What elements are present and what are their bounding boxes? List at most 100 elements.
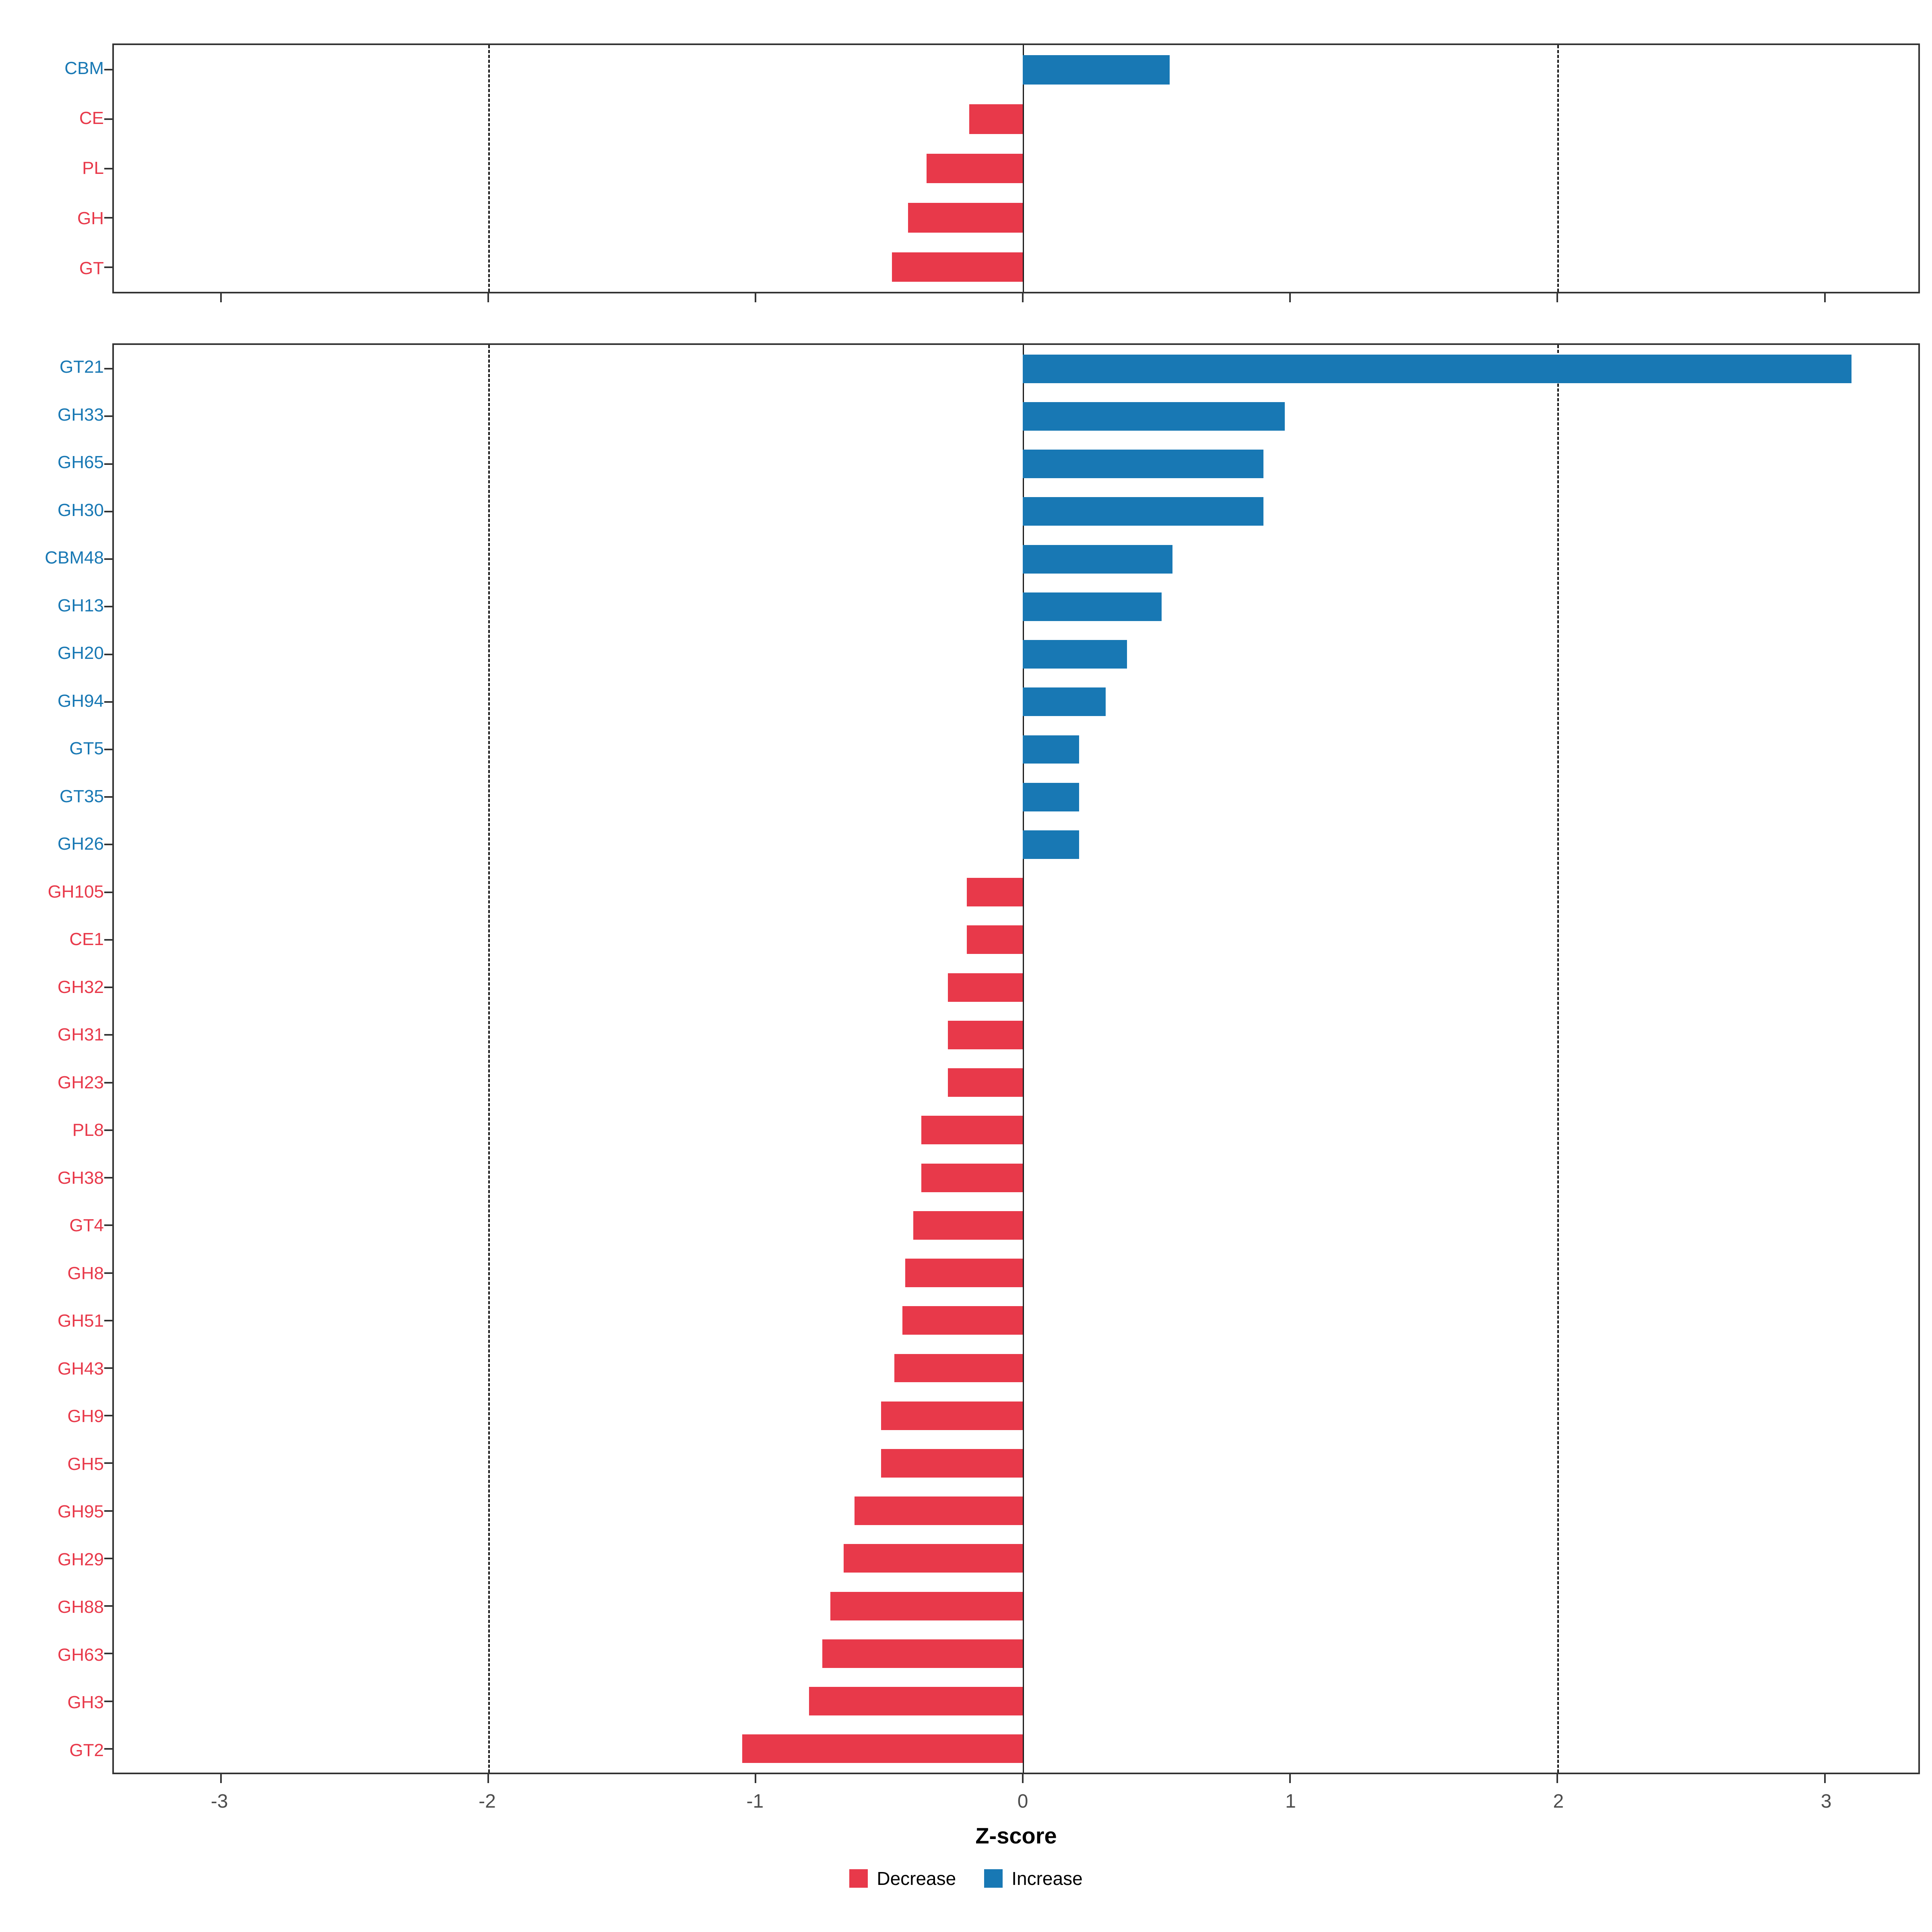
y-axis-tick — [104, 415, 112, 417]
dashed-gridline — [1557, 45, 1559, 292]
y-axis-tick — [104, 844, 112, 846]
y-axis-label-GH88: GH88 — [58, 1597, 104, 1617]
y-axis-tick — [104, 1700, 112, 1702]
y-axis-tick — [104, 653, 112, 655]
y-axis-tick — [104, 1415, 112, 1417]
y-axis-tick — [104, 701, 112, 703]
y-axis-tick — [104, 1319, 112, 1321]
bar-GH65 — [1023, 450, 1263, 479]
y-axis-label-GT5: GT5 — [69, 739, 104, 759]
bar-GH33 — [1023, 402, 1285, 431]
y-axis-label-GH23: GH23 — [58, 1072, 104, 1092]
bar-CE1 — [966, 925, 1023, 954]
zero-line — [1023, 45, 1024, 292]
x-axis-tick — [487, 1774, 489, 1783]
y-axis-label-GH63: GH63 — [58, 1645, 104, 1665]
bar-GH43 — [894, 1354, 1023, 1383]
bar-GH3 — [809, 1687, 1023, 1716]
x-axis-tick — [1289, 293, 1291, 302]
y-axis-label-PL: PL — [82, 158, 104, 178]
y-axis-tick — [104, 1557, 112, 1559]
y-axis-label-GT2: GT2 — [69, 1740, 104, 1760]
bar-GH13 — [1023, 592, 1162, 621]
bar-PL — [927, 153, 1023, 184]
y-axis-tick — [104, 1748, 112, 1750]
bar-PL8 — [921, 1116, 1023, 1145]
panel-cazyme-class — [104, 43, 1920, 302]
x-axis-tick — [1824, 1774, 1826, 1783]
y-axis-labels-class: CBM CE PL GH GT — [0, 43, 104, 293]
y-axis-label-GH30: GH30 — [58, 500, 104, 520]
y-axis-tick — [104, 217, 112, 219]
bar-GH105 — [966, 878, 1023, 907]
x-tick-label: -1 — [746, 1791, 764, 1812]
y-axis-tick — [104, 558, 112, 560]
x-axis-title: Z-score — [975, 1823, 1057, 1848]
y-axis-labels-family: GT21 GH33 GH65 GH30 CBM48 GH13 GH20 GH94 GT5 GT35… — [0, 343, 104, 1774]
legend-label: Increase — [1011, 1868, 1083, 1889]
bar-GT5 — [1023, 735, 1079, 764]
y-axis-label-CE: CE — [79, 108, 104, 128]
y-axis-label-GH26: GH26 — [58, 834, 104, 854]
x-axis-tick — [1022, 293, 1024, 302]
x-tick-label: 1 — [1285, 1791, 1296, 1812]
bar-CE — [969, 104, 1023, 134]
x-axis-tick — [754, 293, 756, 302]
y-axis-label-GH29: GH29 — [58, 1549, 104, 1569]
y-axis-label-GH9: GH9 — [67, 1406, 104, 1426]
bar-GH95 — [854, 1496, 1023, 1525]
y-axis-tick — [104, 463, 112, 465]
x-tick-label: -2 — [479, 1791, 496, 1812]
bar-GH63 — [822, 1639, 1023, 1668]
y-axis-tick — [104, 748, 112, 750]
x-axis-tick — [1556, 1774, 1558, 1783]
x-axis-tick — [1022, 1774, 1024, 1783]
y-axis-tick — [104, 1129, 112, 1131]
y-axis-tick — [104, 796, 112, 798]
y-axis-tick — [104, 368, 112, 370]
y-axis-tick — [104, 891, 112, 893]
x-axis-tick-labels: -3 -2 -1 0 1 2 3 — [112, 1790, 1920, 1814]
y-axis-label-GH5: GH5 — [67, 1454, 104, 1474]
y-axis-tick — [104, 118, 112, 120]
x-axis-tick — [220, 293, 222, 302]
y-axis-label-GT: GT — [79, 258, 104, 278]
legend-swatch-decrease — [849, 1869, 868, 1888]
bar-GH31 — [948, 1020, 1023, 1049]
y-axis-label-GH33: GH33 — [58, 405, 104, 425]
y-axis-label-GT35: GT35 — [59, 786, 104, 806]
y-axis-label-GH31: GH31 — [58, 1025, 104, 1045]
bar-GH5 — [881, 1449, 1023, 1478]
y-axis-tick — [104, 1082, 112, 1084]
bar-GT4 — [913, 1211, 1023, 1240]
y-axis-tick — [104, 1510, 112, 1512]
x-axis-tick — [487, 293, 489, 302]
bar-GH26 — [1023, 830, 1079, 859]
bar-GT35 — [1023, 782, 1079, 811]
x-axis-tick — [1289, 1774, 1291, 1783]
y-axis-tick — [104, 1462, 112, 1464]
y-axis-label-GH8: GH8 — [67, 1263, 104, 1283]
bar-GH20 — [1023, 640, 1127, 669]
panel-cazyme-family — [104, 343, 1920, 1783]
y-axis-tick — [104, 510, 112, 512]
bar-GH32 — [948, 973, 1023, 1002]
bar-GH — [908, 203, 1023, 233]
y-axis-tick — [104, 939, 112, 941]
bar-GH9 — [881, 1401, 1023, 1430]
x-tick-label: 0 — [1017, 1791, 1028, 1812]
x-axis-tick — [1556, 293, 1558, 302]
legend-item-increase: Increase — [984, 1868, 1083, 1889]
bar-GH30 — [1023, 497, 1263, 526]
x-tick-label: -3 — [211, 1791, 228, 1812]
y-axis-label-GH95: GH95 — [58, 1502, 104, 1522]
y-axis-label-CE1: CE1 — [69, 929, 104, 949]
y-axis-label-GH20: GH20 — [58, 643, 104, 663]
bar-GH29 — [844, 1544, 1023, 1573]
y-axis-label-GH38: GH38 — [58, 1168, 104, 1188]
x-axis-tick — [754, 1774, 756, 1783]
zero-line — [1023, 345, 1024, 1773]
y-axis-label-GH13: GH13 — [58, 595, 104, 615]
bar-CBM48 — [1023, 545, 1173, 574]
